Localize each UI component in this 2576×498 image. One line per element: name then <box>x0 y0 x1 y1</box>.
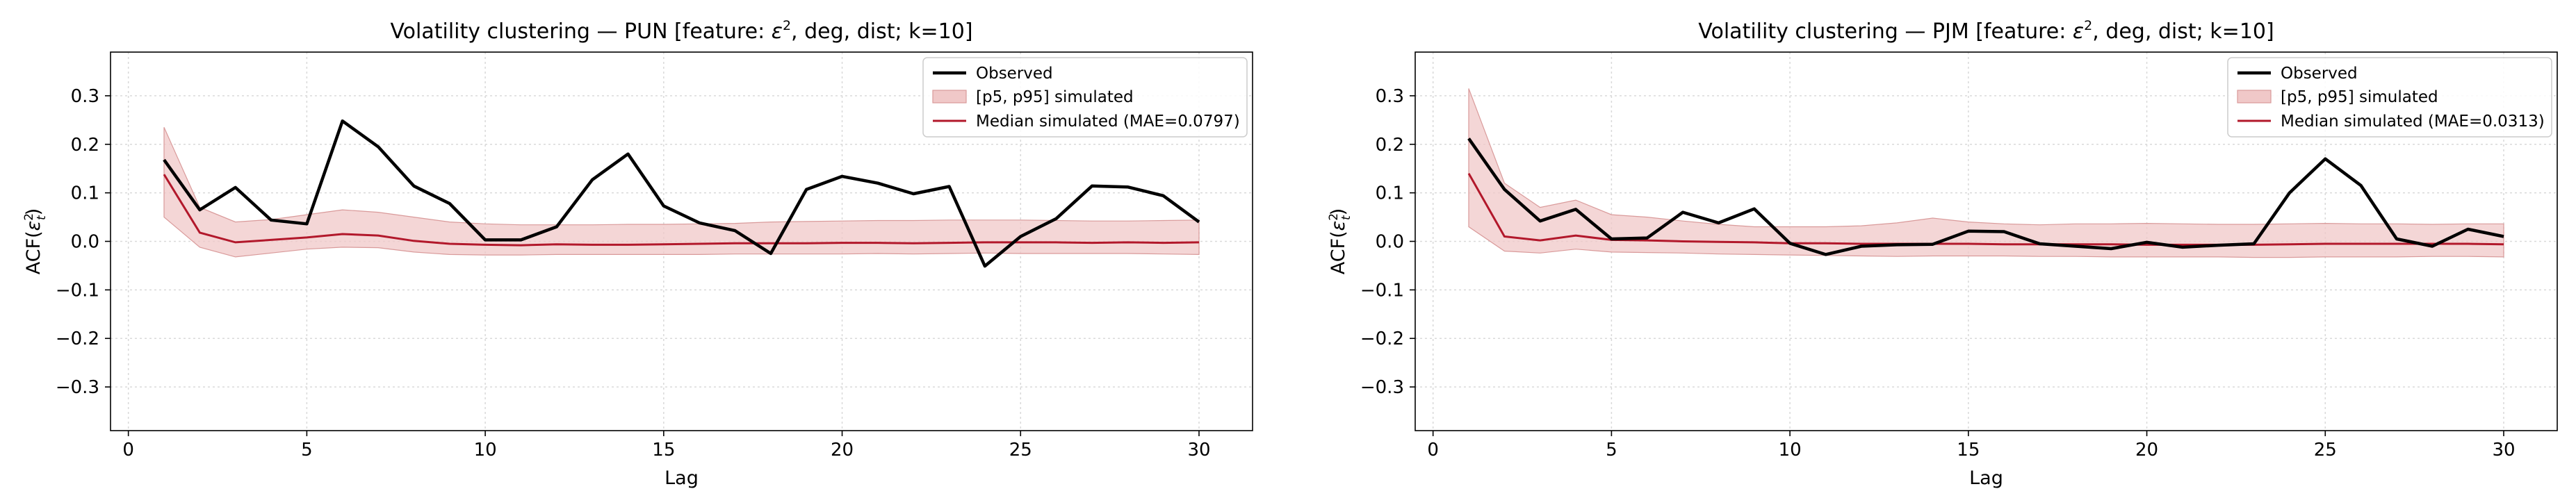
x-tick-label: 25 <box>1009 440 1032 460</box>
x-axis-label: Lag <box>1969 467 2003 489</box>
x-tick-label: 5 <box>301 440 313 460</box>
x-tick-label: 15 <box>652 440 675 460</box>
legend-label-band: [p5, p95] simulated <box>2281 88 2438 106</box>
x-tick-label: 20 <box>2135 440 2158 460</box>
x-tick-label: 5 <box>1606 440 1617 460</box>
chart-panel-pun: Volatility clustering — PUN [feature: ε2… <box>22 18 1253 489</box>
y-tick-label: 0.1 <box>1376 183 1404 204</box>
y-axis-label: ACF(ε2t) <box>22 208 49 275</box>
simulated-band-area <box>163 127 1200 258</box>
y-tick-label: −0.3 <box>1360 377 1404 398</box>
legend-label-band: [p5, p95] simulated <box>976 88 1134 106</box>
y-tick-label: 0.0 <box>71 232 99 253</box>
legend-swatch-band <box>932 90 967 103</box>
legend-label-median: Median simulated (MAE=0.0313) <box>2281 113 2545 131</box>
x-tick-label: 25 <box>2314 440 2337 460</box>
legend-label-median: Median simulated (MAE=0.0797) <box>976 113 1240 131</box>
observed-line <box>163 119 1200 268</box>
y-tick-label: 0.3 <box>71 86 99 107</box>
legend-label-observed: Observed <box>2281 65 2358 83</box>
legend-box <box>2227 57 2552 138</box>
y-tick-label: 0.2 <box>71 135 99 156</box>
legend: Observed [p5, p95] simulated Median simula… <box>2227 57 2552 138</box>
median-simulated-line <box>1467 172 2504 246</box>
y-tick-label: 0.3 <box>1376 86 1404 107</box>
legend-box <box>922 57 1248 138</box>
y-tick-label: −0.3 <box>56 377 99 398</box>
x-tick-label: 15 <box>1957 440 1980 460</box>
y-axis-label: ACF(ε2t) <box>1327 208 1353 275</box>
x-tick-label: 10 <box>474 440 497 460</box>
x-tick-label: 20 <box>831 440 854 460</box>
chart-panel-pjm: Volatility clustering — PJM [feature: ε2… <box>1327 18 2558 489</box>
legend: Observed [p5, p95] simulated Median simula… <box>922 57 1248 138</box>
x-tick-label: 30 <box>1187 440 1210 460</box>
y-tick-label: −0.1 <box>1360 280 1404 301</box>
legend-swatch-band <box>2237 90 2272 103</box>
chart-title: Volatility clustering — PUN [feature: ε2… <box>390 18 972 44</box>
y-tick-label: 0.2 <box>1376 135 1404 156</box>
x-axis-label: Lag <box>665 467 699 489</box>
y-tick-label: −0.2 <box>56 329 99 349</box>
legend-label-observed: Observed <box>976 65 1053 83</box>
y-tick-label: 0.0 <box>1376 232 1404 253</box>
x-tick-label: 10 <box>1779 440 1802 460</box>
y-tick-label: −0.1 <box>56 280 99 301</box>
observed-line <box>1467 138 2504 256</box>
y-tick-label: 0.1 <box>71 183 99 204</box>
x-tick-label: 0 <box>1427 440 1439 460</box>
x-tick-label: 30 <box>2492 440 2515 460</box>
chart-title: Volatility clustering — PJM [feature: ε2… <box>1698 18 2274 44</box>
x-tick-label: 0 <box>122 440 134 460</box>
median-simulated-line <box>163 174 1200 247</box>
y-tick-label: −0.2 <box>1360 329 1404 349</box>
